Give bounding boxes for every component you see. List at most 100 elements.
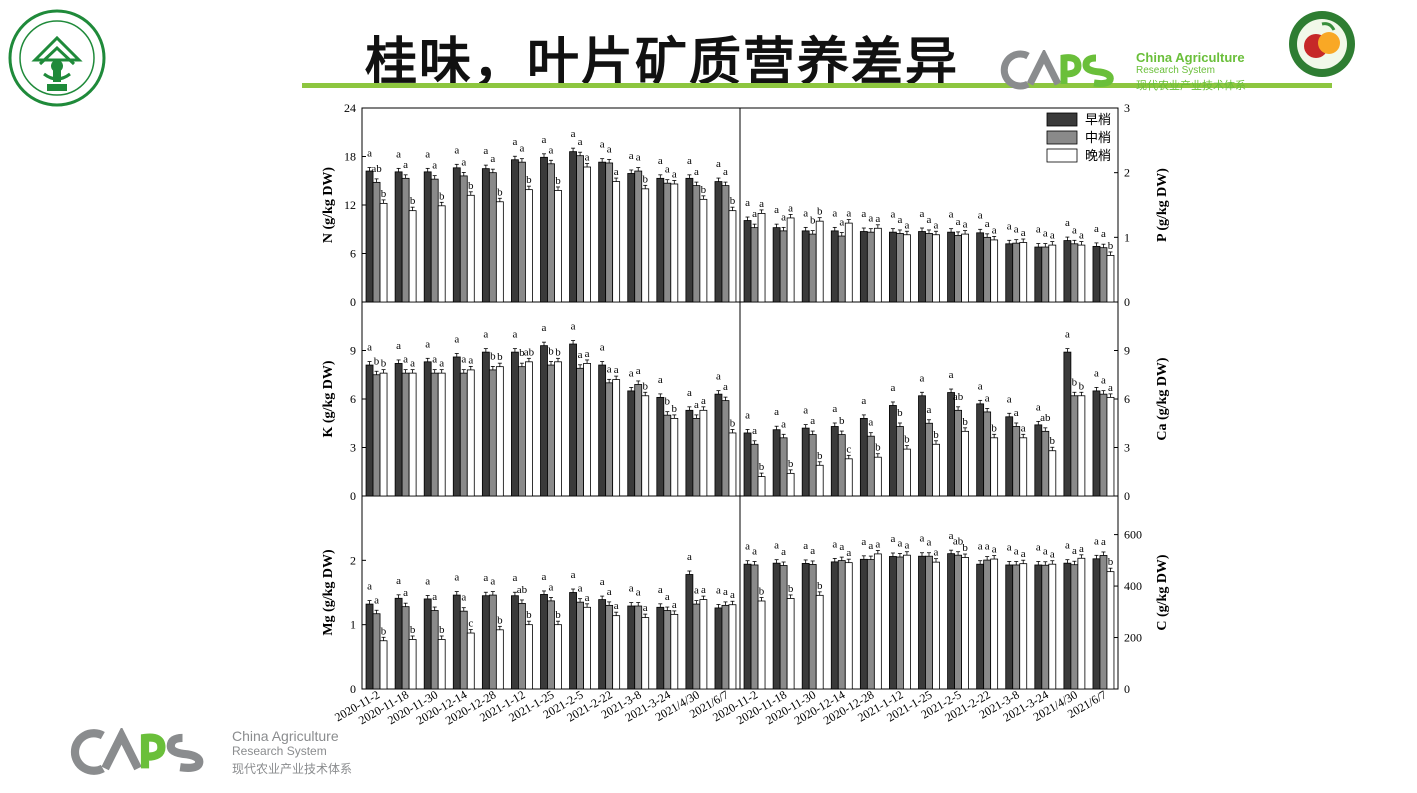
significance-letter: a [403,587,408,599]
significance-letter: a [454,144,459,156]
bar-N-2 [728,210,737,303]
significance-letter: a [1014,224,1019,236]
cars-logo-footer-cn: 现代农业产业技术体系 [232,762,353,776]
bar-N-2 [554,190,562,303]
axis-label-N: N (g/kg DW) [321,167,336,244]
significance-letter: b [730,195,736,207]
significance-letter: a [803,540,808,552]
bar-N-1 [547,163,555,303]
bar-N-2 [641,188,650,303]
significance-letter: a [425,338,430,350]
significance-letter: b [381,625,387,637]
cars-logo-footer-en2: Research System [232,744,327,758]
bar-Mg-2 [408,639,417,690]
significance-letter: a [461,354,466,366]
significance-letter: a [752,545,757,557]
legend-label-2: 晚梢 [1085,148,1111,163]
significance-letter: a [549,581,554,593]
bar-K-2 [612,379,621,497]
bar-N-2 [408,210,417,303]
bar-C-2 [932,561,940,690]
bar-N-0 [394,171,403,303]
significance-letter: a [607,586,612,598]
tick-label-C: 0 [1124,682,1130,696]
bar-N-0 [423,171,432,303]
significance-letter: a [875,213,880,225]
bar-K-0 [394,363,403,497]
bar-P-2 [757,213,766,303]
bar-K-2 [466,369,475,497]
bar-Ca-0 [918,395,926,497]
significance-letter: a [367,342,372,354]
bar-K-0 [627,390,636,497]
bar-Ca-0 [1092,390,1101,497]
significance-letter: a [978,209,983,221]
significance-letter: a [861,536,866,548]
significance-letter: a [439,358,444,370]
bar-P-1 [896,233,904,303]
bar-Ca-1 [1041,430,1050,497]
significance-letter: b [672,403,678,415]
significance-letter: a [694,585,699,597]
significance-letter: a [636,152,641,164]
significance-letter: a [701,395,706,407]
bar-C-0 [976,563,985,690]
significance-letter: a [483,329,488,341]
bar-C-1 [837,560,846,690]
significance-letter: b [555,175,561,187]
litchi-association-logo [1289,11,1355,77]
bar-N-2 [437,205,446,303]
significance-letter: a [542,134,547,146]
significance-letter: c [846,443,851,455]
significance-letter: a [774,204,779,216]
bar-C-0 [801,563,810,690]
bar-Ca-2 [844,458,853,497]
significance-letter: a [636,587,641,599]
tick-label-K: 6 [350,392,356,406]
bar-P-2 [815,220,824,303]
bar-P-2 [990,239,999,303]
bar-N-0 [685,177,694,303]
significance-letter: a [839,217,844,229]
bar-C-1 [983,559,992,690]
significance-letter: ab [953,391,964,403]
bar-Ca-1 [1012,426,1021,497]
significance-letter: b [519,347,525,359]
bar-Mg-1 [721,604,730,690]
bar-C-1 [896,556,904,690]
significance-letter: a [904,540,909,552]
significance-letter: b [381,188,387,200]
significance-letter: ab [371,163,382,175]
significance-letter: a [868,417,873,429]
bar-K-1 [634,384,643,497]
bar-N-1 [459,175,468,303]
bar-C-2 [1106,571,1115,690]
bar-C-2 [786,598,795,690]
significance-letter: b [555,609,561,621]
bar-N-2 [670,183,679,303]
bar-Mg-1 [518,603,526,690]
significance-letter: b [497,614,503,626]
significance-letter: b [788,458,794,470]
bar-N-2 [525,189,533,303]
significance-letter: a [578,136,583,148]
bar-C-0 [859,558,868,690]
significance-letter: a [985,218,990,230]
tick-label-Ca: 9 [1124,344,1130,358]
significance-letter: a [1072,545,1077,557]
bar-P-2 [1077,244,1086,303]
bar-K-0 [365,364,374,497]
bar-Mg-0 [627,605,636,690]
significance-letter: a [759,198,764,210]
tick-label-Ca: 0 [1124,489,1130,503]
bar-N-1 [518,161,526,303]
bar-N-2 [495,201,504,303]
significance-letter: a [978,541,983,553]
significance-letter: a [454,333,459,345]
bar-C-1 [779,565,788,690]
significance-letter: b [810,215,816,227]
tick-label-Ca: 6 [1124,392,1130,406]
significance-letter: a [861,208,866,220]
tick-label-Mg: 1 [350,618,356,632]
